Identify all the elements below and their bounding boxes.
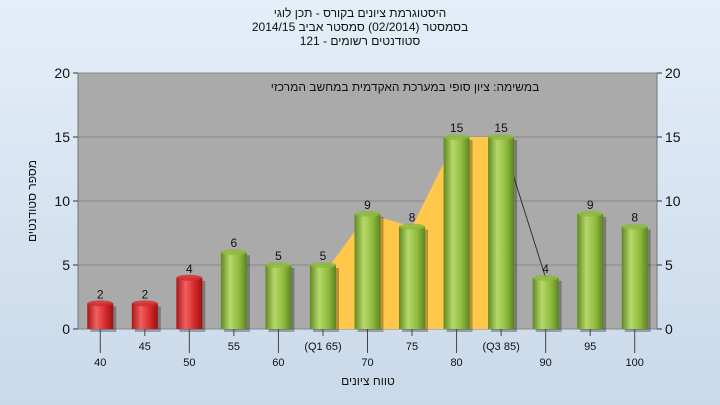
y-axis-title: מספר סטודנטים	[25, 160, 39, 242]
data-label: 4	[542, 262, 549, 276]
chart-title: היסטוגרמת ציונים בקורס - תכן לוגי בסמסטר…	[0, 6, 720, 48]
bar-top	[399, 223, 426, 230]
chart-title-line-3: סטודנטים רשומים - 121	[299, 34, 421, 48]
y-tick-label-right: 5	[665, 257, 673, 273]
data-label: 9	[364, 198, 371, 212]
bar	[399, 226, 426, 329]
y-tick-label-right: 0	[665, 321, 673, 337]
y-axis-left: 0 5 10 15 20	[54, 65, 78, 337]
bar-top	[131, 300, 158, 307]
bar	[488, 137, 515, 329]
data-label: 2	[97, 287, 104, 301]
bar-top	[577, 210, 604, 217]
bar-top	[87, 300, 114, 307]
y-tick-label-left: 10	[54, 193, 70, 209]
data-label: 5	[320, 249, 327, 263]
data-label: 9	[587, 198, 594, 212]
data-label: 15	[450, 121, 464, 135]
bar	[577, 213, 604, 329]
bar-top	[488, 134, 515, 140]
bar	[532, 277, 559, 329]
x-tick-label: 75	[406, 341, 418, 353]
x-tick-label: 45	[139, 341, 151, 353]
x-tick-label: 60	[272, 357, 284, 369]
x-tick-label: 80	[450, 357, 462, 369]
bar-top	[621, 223, 648, 230]
y-axis-right: 0 5 10 15 20	[657, 65, 681, 337]
bar	[309, 265, 336, 329]
bar	[354, 213, 381, 329]
y-tick-label-left: 0	[62, 321, 70, 337]
y-tick-label-left: 20	[54, 65, 70, 81]
chart-title-line-2: בסמסטר (02/2014) סמסטר אביב 2014/15	[251, 20, 469, 34]
x-tick-label: 50	[183, 357, 195, 369]
data-labels: 2 2 4 6 5 5 9 8 15 15 4 9 8	[97, 121, 638, 301]
x-tick-label: 40	[94, 357, 106, 369]
data-label: 8	[409, 211, 416, 225]
x-tick-label: 55	[228, 341, 240, 353]
bar	[87, 303, 114, 329]
x-axis-title: טווח ציונים	[341, 374, 395, 388]
bar	[443, 137, 470, 329]
y-tick-label-left: 5	[62, 257, 70, 273]
bar-top	[443, 134, 470, 140]
bar	[176, 277, 203, 329]
bar	[220, 252, 247, 329]
bars	[87, 134, 651, 332]
chart-title-line-1: היסטוגרמת ציונים בקורס - תכן לוגי	[273, 6, 447, 20]
bar-top	[220, 249, 247, 256]
x-tick-label: 95	[584, 341, 596, 353]
data-label: 2	[141, 287, 148, 301]
y-tick-label-right: 15	[665, 129, 681, 145]
x-tick-label: 100	[626, 357, 644, 369]
data-label: 6	[231, 236, 238, 250]
y-tick-label-right: 10	[665, 193, 681, 209]
bar-top	[176, 274, 203, 281]
bar	[131, 303, 158, 329]
data-label: 15	[494, 121, 508, 135]
data-label: 5	[275, 249, 282, 263]
x-tick-label: (Q1 65)	[304, 341, 341, 353]
bar-top	[532, 274, 559, 281]
x-axis: 40 45 50 55 60 (Q1 65) 70 75 80 (Q3 85) 90 95 100	[94, 329, 644, 369]
data-label: 4	[186, 262, 193, 276]
data-label: 8	[631, 211, 638, 225]
bar	[265, 265, 292, 329]
y-tick-label-left: 15	[54, 129, 70, 145]
bar-top	[265, 262, 292, 268]
bar	[621, 226, 648, 329]
x-tick-label: (Q3 85)	[482, 341, 519, 353]
x-tick-label: 90	[540, 357, 552, 369]
y-tick-label-right: 20	[665, 65, 681, 81]
bar-top	[309, 262, 336, 268]
x-tick-label: 70	[361, 357, 373, 369]
chart-annotation: במשימה: ציון סופי במערכת האקדמית במחשב ה…	[271, 80, 540, 94]
bar-top	[354, 210, 381, 217]
